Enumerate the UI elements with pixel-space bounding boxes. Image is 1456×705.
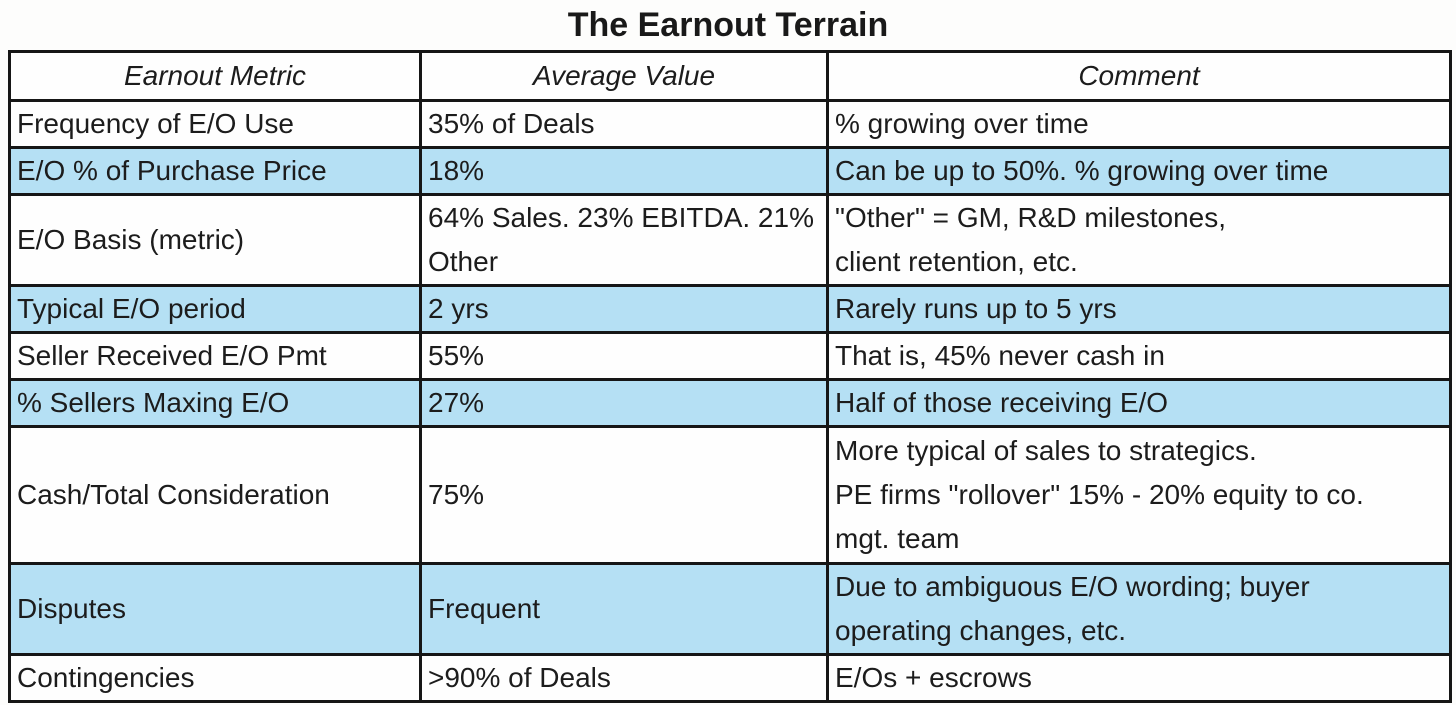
value-cell: 75% [419, 425, 829, 565]
table-row-typical-eo-period: Typical E/O period 2 yrs Rarely runs up … [8, 284, 1452, 334]
value-cell: Frequent [419, 562, 829, 656]
value-cell: 18% [419, 146, 829, 196]
value-cell: 64% Sales. 23% EBITDA. 21% Other [419, 193, 829, 287]
metric-cell: % Sellers Maxing E/O [8, 378, 422, 428]
table-row-cash-total-consideration: Cash/Total Consideration 75% More typica… [8, 425, 1452, 565]
metric-cell: Cash/Total Consideration [8, 425, 422, 565]
column-header-earnout-metric: Earnout Metric [8, 50, 422, 102]
value-cell: 55% [419, 331, 829, 381]
earnout-table: Earnout Metric Average Value Comment Fre… [8, 50, 1452, 703]
metric-cell: Disputes [8, 562, 422, 656]
metric-cell: E/O Basis (metric) [8, 193, 422, 287]
table-row-disputes: Disputes Frequent Due to ambiguous E/O w… [8, 562, 1452, 656]
header-row: Earnout Metric Average Value Comment [8, 50, 1452, 102]
metric-cell: E/O % of Purchase Price [8, 146, 422, 196]
comment-cell: Rarely runs up to 5 yrs [826, 284, 1452, 334]
column-header-average-value: Average Value [419, 50, 829, 102]
comment-cell: E/Os + escrows [826, 653, 1452, 703]
table-row-frequency-of-eo-use: Frequency of E/O Use 35% of Deals % grow… [8, 99, 1452, 149]
value-cell: 2 yrs [419, 284, 829, 334]
table-row-pct-sellers-maxing-eo: % Sellers Maxing E/O 27% Half of those r… [8, 378, 1452, 428]
comment-cell: Half of those receiving E/O [826, 378, 1452, 428]
comment-cell: % growing over time [826, 99, 1452, 149]
metric-cell: Typical E/O period [8, 284, 422, 334]
comment-cell: Due to ambiguous E/O wording; buyer oper… [826, 562, 1452, 656]
table-row-seller-received-eo-pmt: Seller Received E/O Pmt 55% That is, 45%… [8, 331, 1452, 381]
column-header-comment: Comment [826, 50, 1452, 102]
comment-cell: That is, 45% never cash in [826, 331, 1452, 381]
value-cell: 35% of Deals [419, 99, 829, 149]
comment-cell: Can be up to 50%. % growing over time [826, 146, 1452, 196]
table-row-eo-basis-metric: E/O Basis (metric) 64% Sales. 23% EBITDA… [8, 193, 1452, 287]
metric-cell: Frequency of E/O Use [8, 99, 422, 149]
table-row-contingencies: Contingencies >90% of Deals E/Os + escro… [8, 653, 1452, 703]
metric-cell: Seller Received E/O Pmt [8, 331, 422, 381]
metric-cell: Contingencies [8, 653, 422, 703]
comment-cell: "Other" = GM, R&D milestones, client ret… [826, 193, 1452, 287]
comment-cell: More typical of sales to strategics. PE … [826, 425, 1452, 565]
table-row-eo-pct-of-purchase-price: E/O % of Purchase Price 18% Can be up to… [8, 146, 1452, 196]
page-title: The Earnout Terrain [567, 6, 889, 44]
value-cell: 27% [419, 378, 829, 428]
value-cell: >90% of Deals [419, 653, 829, 703]
